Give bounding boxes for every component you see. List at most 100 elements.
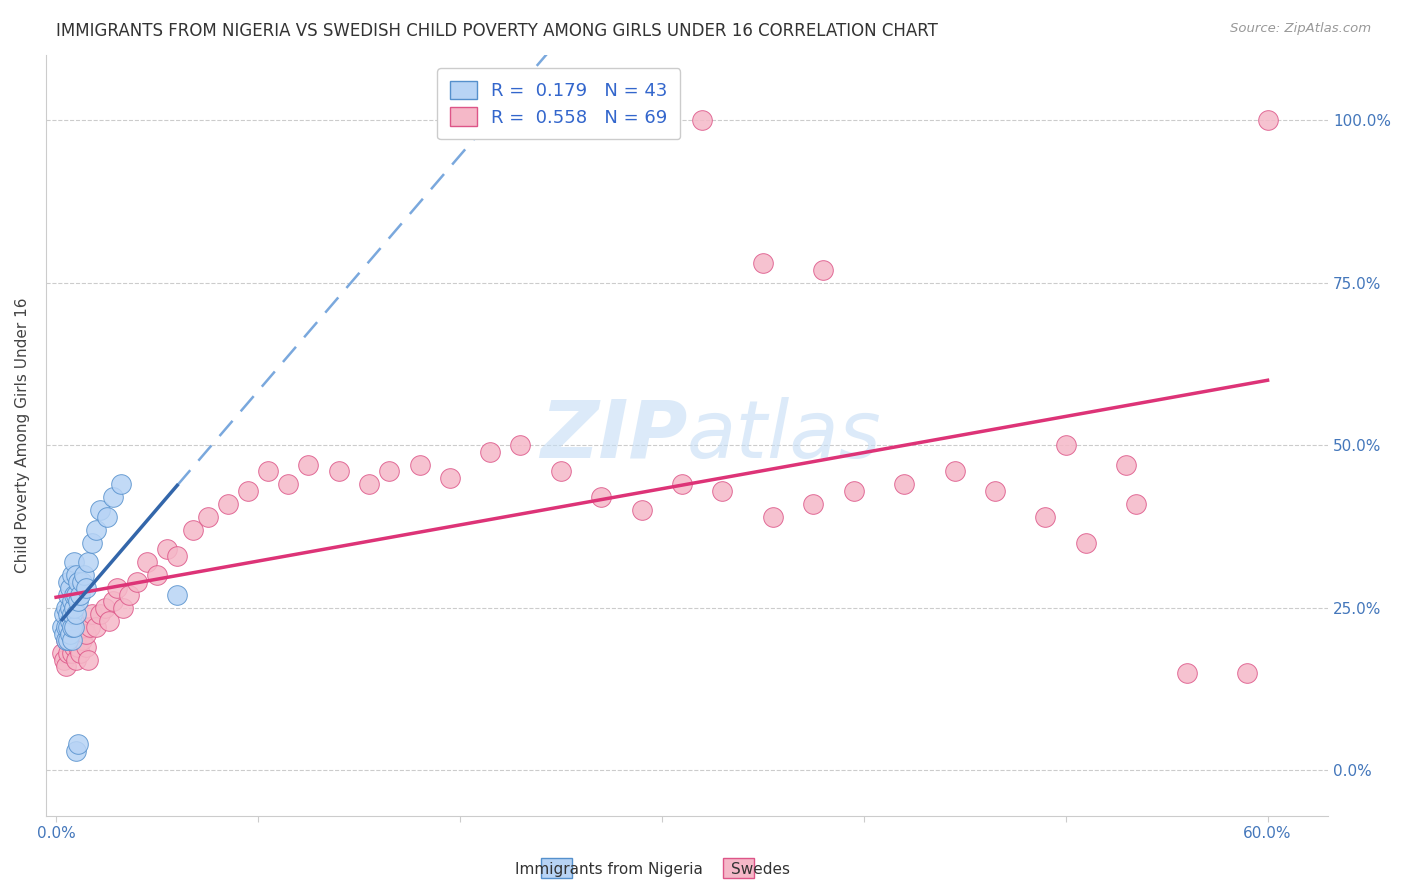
Point: [217, 497, 239, 511]
Point: [75, 582, 97, 596]
FancyBboxPatch shape: [541, 858, 572, 878]
Point: [65, 568, 87, 582]
Point: [236, 483, 259, 498]
Point: [67, 640, 90, 654]
Point: [479, 444, 502, 458]
Point: [67, 574, 90, 589]
Point: [297, 458, 319, 472]
Point: [801, 497, 824, 511]
Y-axis label: Child Poverty Among Girls Under 16: Child Poverty Among Girls Under 16: [15, 298, 30, 574]
Point: [56, 588, 79, 602]
Point: [1236, 665, 1258, 680]
Point: [378, 464, 401, 478]
Point: [1035, 509, 1057, 524]
Point: [651, 113, 673, 128]
Text: Source: ZipAtlas.com: Source: ZipAtlas.com: [1230, 22, 1371, 36]
Point: [69, 646, 91, 660]
Point: [82, 536, 104, 550]
Point: [101, 594, 124, 608]
Point: [51, 620, 73, 634]
Legend: R =  0.179   N = 43, R =  0.558   N = 69: R = 0.179 N = 43, R = 0.558 N = 69: [437, 68, 681, 139]
Point: [65, 653, 87, 667]
Point: [97, 614, 120, 628]
Text: Swedes: Swedes: [731, 863, 790, 877]
Point: [63, 620, 86, 634]
Point: [591, 491, 613, 505]
Point: [166, 549, 188, 563]
Point: [984, 483, 1007, 498]
Point: [752, 256, 775, 270]
Point: [110, 477, 132, 491]
Point: [55, 659, 77, 673]
Point: [630, 503, 652, 517]
Point: [60, 620, 83, 634]
Point: [79, 620, 101, 634]
Point: [77, 653, 100, 667]
Point: [842, 483, 865, 498]
Point: [59, 633, 82, 648]
Point: [65, 588, 87, 602]
Point: [156, 542, 179, 557]
Point: [72, 574, 94, 589]
Point: [56, 633, 79, 648]
Point: [813, 262, 835, 277]
Point: [1054, 438, 1077, 452]
Point: [56, 607, 79, 622]
Point: [60, 594, 83, 608]
Point: [509, 438, 531, 452]
Point: [1074, 536, 1097, 550]
Point: [166, 588, 188, 602]
Point: [56, 620, 79, 634]
Point: [893, 477, 915, 491]
Point: [65, 607, 87, 622]
Point: [328, 464, 350, 478]
Point: [65, 744, 87, 758]
Point: [105, 582, 128, 596]
Point: [357, 477, 380, 491]
Point: [65, 633, 87, 648]
Point: [69, 588, 91, 602]
Point: [1175, 665, 1198, 680]
Point: [55, 633, 77, 648]
Point: [711, 483, 734, 498]
Point: [125, 574, 148, 589]
Text: atlas: atlas: [688, 397, 882, 475]
Point: [1125, 497, 1147, 511]
Point: [59, 600, 82, 615]
Point: [60, 646, 83, 660]
Point: [111, 600, 134, 615]
Point: [56, 574, 79, 589]
Point: [762, 509, 785, 524]
Point: [73, 568, 96, 582]
Point: [67, 594, 90, 608]
Text: IMMIGRANTS FROM NIGERIA VS SWEDISH CHILD POVERTY AMONG GIRLS UNDER 16 CORRELATIO: IMMIGRANTS FROM NIGERIA VS SWEDISH CHILD…: [56, 22, 938, 40]
Point: [75, 627, 97, 641]
Point: [671, 477, 693, 491]
Point: [67, 738, 90, 752]
Point: [60, 633, 83, 648]
Point: [63, 600, 86, 615]
Point: [89, 503, 111, 517]
Point: [60, 607, 83, 622]
Point: [55, 600, 77, 615]
Point: [439, 471, 461, 485]
Point: [690, 113, 713, 128]
Point: [75, 640, 97, 654]
Point: [63, 640, 86, 654]
Point: [89, 607, 111, 622]
Point: [943, 464, 966, 478]
Point: [77, 555, 100, 569]
Point: [59, 582, 82, 596]
Point: [1257, 113, 1279, 128]
Point: [183, 523, 205, 537]
Point: [73, 620, 96, 634]
Point: [197, 509, 219, 524]
Point: [86, 620, 108, 634]
Point: [86, 523, 108, 537]
Point: [277, 477, 299, 491]
Point: [82, 607, 104, 622]
Point: [63, 555, 86, 569]
Point: [136, 555, 159, 569]
Point: [53, 627, 76, 641]
Point: [59, 614, 82, 628]
